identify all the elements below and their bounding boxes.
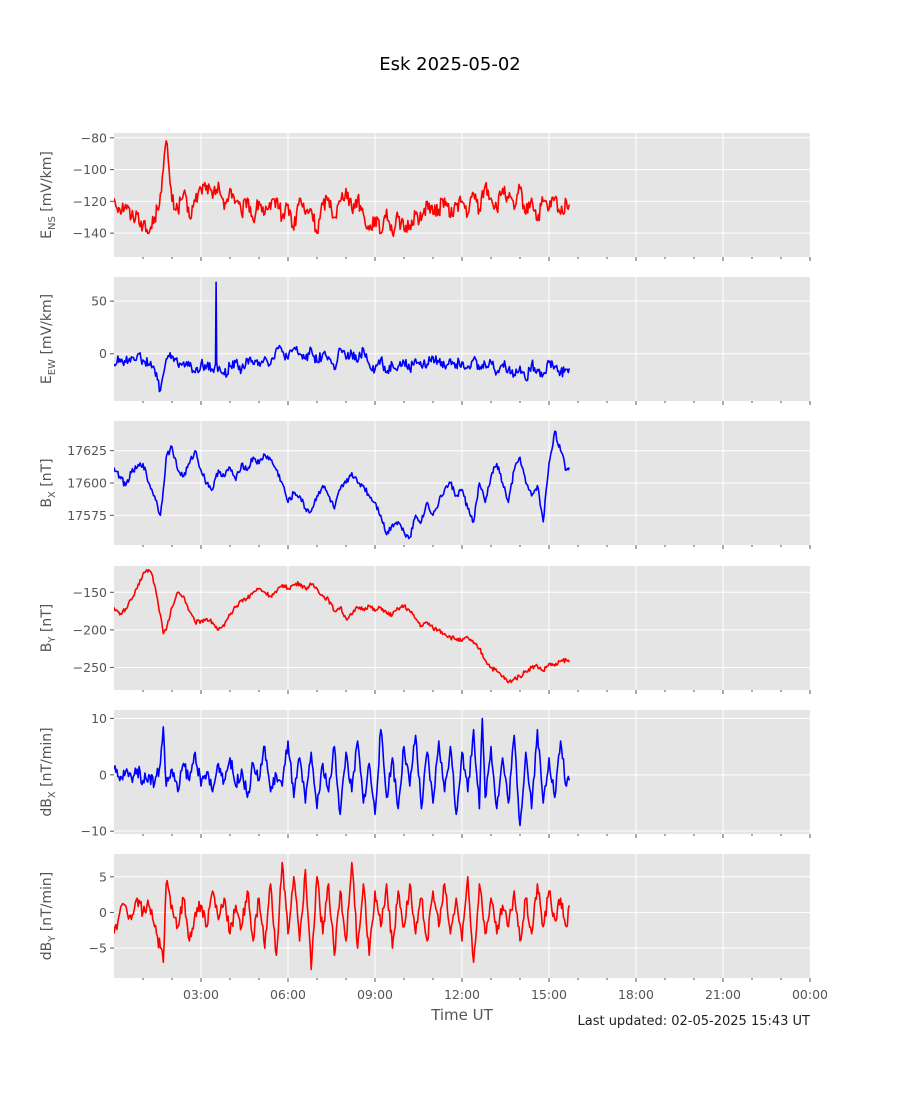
y-tick-label: −120: [73, 194, 107, 209]
y-axis-label: dBX [nT/min]: [39, 727, 58, 816]
series-line: [114, 140, 571, 238]
last-updated-text: Last updated: 02-05-2025 15:43 UT: [577, 1014, 810, 1029]
x-tick-label: 15:00: [531, 987, 567, 1002]
y-tick-label: 0: [99, 767, 107, 782]
y-tick-label: −200: [73, 622, 107, 637]
x-axis-label: Time UT: [430, 1006, 493, 1024]
panel-5: 10 0 −10 dBX [nT/min]: [39, 710, 811, 839]
y-tick-label: 5: [99, 869, 107, 884]
x-tick-label: 18:00: [618, 987, 654, 1002]
y-tick-label: 17625: [67, 443, 107, 458]
x-tick-label: 09:00: [357, 987, 393, 1002]
x-tick-label: 03:00: [183, 987, 219, 1002]
y-axis-label: ENS [mV/km]: [39, 151, 58, 239]
y-tick-label: 17600: [67, 476, 107, 491]
y-tick-label: 0: [99, 905, 107, 920]
panel-1: −80 −100 −120 −140 ENS [mV/km]: [39, 130, 811, 261]
panel-6: 5 0 −5 dBY [nT/min]: [39, 854, 811, 982]
x-axis: 03:00 06:00 09:00 12:00 15:00 18:00 21:00 00:00: [183, 987, 828, 1002]
series-line: [114, 717, 571, 827]
y-tick-label: −10: [81, 824, 107, 839]
x-tick-label: 06:00: [270, 987, 306, 1002]
x-tick-label: 00:00: [792, 987, 828, 1002]
panel-3: 17625 17600 17575 BX [nT]: [39, 421, 811, 549]
series-line: [114, 568, 571, 684]
y-tick-label: 0: [99, 346, 107, 361]
y-tick-label: −100: [73, 162, 107, 177]
y-axis-label: BY [nT]: [39, 604, 58, 653]
chart-title: Esk 2025-05-02: [379, 54, 521, 75]
series-line: [114, 281, 571, 393]
x-tick-label: 12:00: [444, 987, 480, 1002]
y-tick-label: 17575: [67, 508, 107, 523]
y-tick-label: −80: [81, 130, 107, 145]
panel-4: −150 −200 −250 BY [nT]: [39, 566, 811, 694]
y-tick-label: −5: [89, 941, 107, 956]
series-line: [114, 861, 571, 971]
y-axis-label: EEW [mV/km]: [39, 294, 58, 384]
y-tick-label: 50: [91, 294, 107, 309]
x-tick-label: 21:00: [705, 987, 741, 1002]
y-axis-label: dBY [nT/min]: [39, 872, 58, 961]
y-tick-label: 10: [91, 711, 107, 726]
panel-2: 50 0 EEW [mV/km]: [39, 277, 811, 405]
y-axis-label: BX [nT]: [39, 458, 58, 507]
y-tick-label: −140: [73, 226, 107, 241]
y-tick-label: −150: [73, 585, 107, 600]
y-tick-label: −250: [73, 660, 107, 675]
series-line: [114, 430, 571, 540]
